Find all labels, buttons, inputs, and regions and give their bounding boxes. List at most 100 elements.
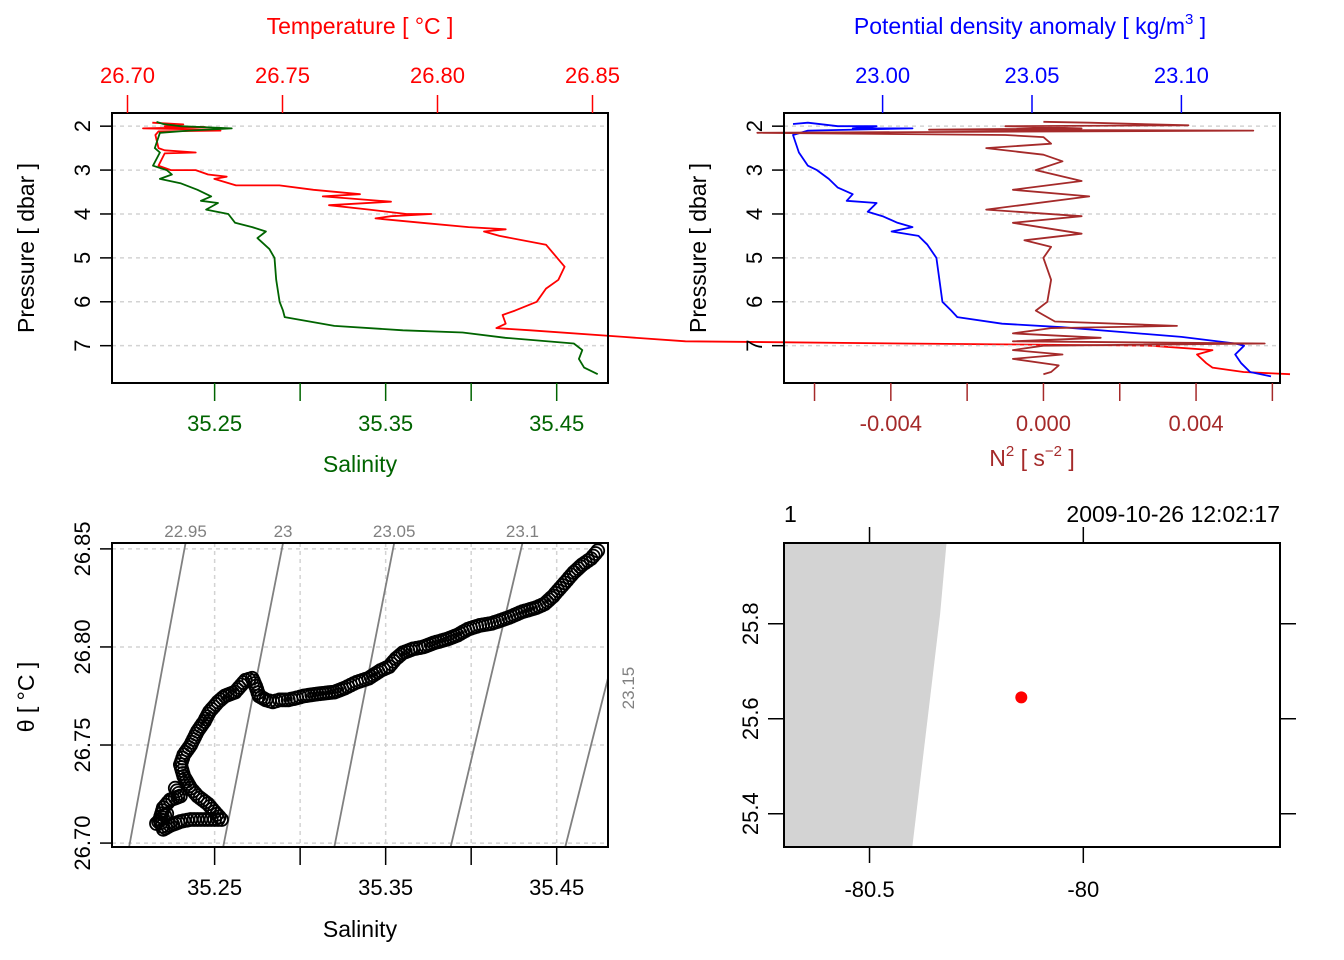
x-tick-label: 35.25 — [187, 875, 242, 900]
station-time-label: 2009-10-26 12:02:17 — [1066, 501, 1280, 527]
pressure-gridlines — [112, 125, 608, 347]
temperature-axis-title: Temperature [ °C ] — [267, 13, 454, 39]
density-title-base: Potential density anomaly [ kg/m — [854, 13, 1185, 39]
n2-title-base: N — [989, 445, 1006, 471]
y-tick-label: 5 — [742, 252, 767, 264]
top-tick-label: 23.05 — [1004, 63, 1059, 88]
y-tick-label: 6 — [70, 296, 95, 308]
n2-title-mid: [ s — [1014, 445, 1045, 471]
y-tick-label: 26.80 — [70, 619, 95, 674]
y-tick-label: 3 — [70, 164, 95, 176]
isopycnal-lines: 22.95 23 23.05 23.1 23.15 — [128, 522, 638, 848]
pressure-gridlines — [784, 125, 1280, 347]
top-tick-label: 26.75 — [255, 63, 310, 88]
profile-series — [756, 120, 1272, 378]
x-tick-label: -80 — [1067, 877, 1099, 902]
isopycnal-line — [333, 542, 396, 848]
top-tick-label: 26.70 — [100, 63, 155, 88]
isopycnal-line — [564, 677, 609, 848]
pressure-axis: 2 3 4 5 6 7 — [742, 120, 784, 352]
x-tick-label: 35.35 — [358, 875, 413, 900]
n2-title-end: ] — [1062, 445, 1075, 471]
top-tick-label: 23.10 — [1154, 63, 1209, 88]
pressure-axis-title: Pressure [ dbar ] — [685, 163, 711, 333]
longitude-axis: -80.5 -80 — [844, 847, 1099, 902]
station-marker — [1015, 691, 1028, 704]
bottom-tick-label: 35.45 — [529, 411, 584, 436]
y-tick-label: 7 — [70, 340, 95, 352]
isopycnal-line — [449, 542, 524, 848]
isopycnal-label: 22.95 — [164, 522, 207, 541]
y-tick-label: 2 — [742, 120, 767, 132]
n2-axis-title: N2 [ s−2 ] — [989, 443, 1075, 471]
y-tick-label: 26.85 — [70, 521, 95, 576]
density-axis-title: Potential density anomaly [ kg/m3 ] — [854, 11, 1206, 39]
plot-frame — [783, 542, 1281, 848]
ts-point — [153, 812, 169, 827]
n2-title-sup2: −2 — [1045, 443, 1062, 460]
x-tick-label: -80.5 — [844, 877, 894, 902]
salinity-axis: 35.25 35.35 35.45 — [187, 847, 584, 900]
panel-station-map: -80.5 -80 25.4 25.6 25.8 1 2009-10-26 12:02… — [738, 501, 1296, 902]
y-tick-label: 25.6 — [738, 697, 763, 740]
station-dot — [1015, 691, 1028, 704]
ts-point — [167, 780, 183, 796]
latitude-axis: 25.4 25.6 25.8 — [738, 602, 1296, 835]
top-tick-label: 23.00 — [855, 63, 910, 88]
pressure-axis-title: Pressure [ dbar ] — [13, 163, 39, 333]
theta-axis: 26.70 26.75 26.80 26.85 — [70, 521, 112, 871]
series-potential-density-anomaly — [792, 121, 1272, 378]
plot-frame — [111, 112, 609, 384]
station-number-label: 1 — [784, 501, 797, 527]
temperature-axis: 26.70 26.75 26.80 26.85 — [100, 63, 620, 113]
y-tick-label: 4 — [70, 208, 95, 220]
land-polygon — [784, 543, 947, 847]
isopycnal-label: 23 — [274, 522, 293, 541]
panel-ts-diagram: 22.95 23 23.05 23.1 23.15 35.25 35.35 35.45 26… — [13, 521, 638, 942]
ts-point — [169, 783, 185, 799]
bottom-tick-label: 0.000 — [1016, 411, 1071, 436]
plot-frame — [111, 542, 609, 848]
series-temperature — [142, 121, 1291, 376]
density-axis: 23.00 23.05 23.10 — [855, 63, 1209, 113]
n2-title-sup: 2 — [1006, 443, 1014, 460]
ts-gridlines — [112, 543, 608, 847]
bottom-tick-label: -0.004 — [860, 411, 922, 436]
ts-point — [149, 816, 164, 831]
top-axis-ticks — [868, 527, 1085, 543]
top-tick-label: 26.85 — [565, 63, 620, 88]
top-tick-label: 26.80 — [410, 63, 465, 88]
isopycnal-label: 23.1 — [506, 522, 539, 541]
isopycnal-line — [128, 542, 187, 848]
y-tick-label: 4 — [742, 208, 767, 220]
y-tick-label: 3 — [742, 164, 767, 176]
ts-points — [149, 543, 606, 837]
land — [784, 543, 947, 847]
density-title-end: ] — [1193, 13, 1206, 39]
series-n2 — [756, 120, 1266, 376]
y-tick-label: 25.4 — [738, 792, 763, 835]
theta-axis-title: θ [ °C ] — [13, 662, 39, 733]
bottom-tick-label: 35.35 — [358, 411, 413, 436]
pressure-axis: 2 3 4 5 6 7 — [70, 120, 112, 352]
y-tick-label: 7 — [742, 340, 767, 352]
series-salinity — [152, 120, 599, 376]
y-tick-label: 26.75 — [70, 717, 95, 772]
y-tick-label: 25.8 — [738, 602, 763, 645]
n2-axis: -0.004 0.000 0.004 — [813, 383, 1274, 436]
profile-series — [142, 120, 1291, 376]
y-tick-label: 2 — [70, 120, 95, 132]
ts-point — [151, 814, 166, 829]
y-tick-label: 6 — [742, 296, 767, 308]
y-tick-label: 26.70 — [70, 816, 95, 871]
salinity-axis-title: Salinity — [323, 916, 398, 942]
salinity-axis-title: Salinity — [323, 451, 398, 477]
salinity-axis: 35.25 35.35 35.45 — [187, 383, 584, 436]
isopycnal-label: 23.05 — [373, 522, 416, 541]
x-tick-label: 35.45 — [529, 875, 584, 900]
y-tick-label: 5 — [70, 252, 95, 264]
bottom-tick-label: 35.25 — [187, 411, 242, 436]
